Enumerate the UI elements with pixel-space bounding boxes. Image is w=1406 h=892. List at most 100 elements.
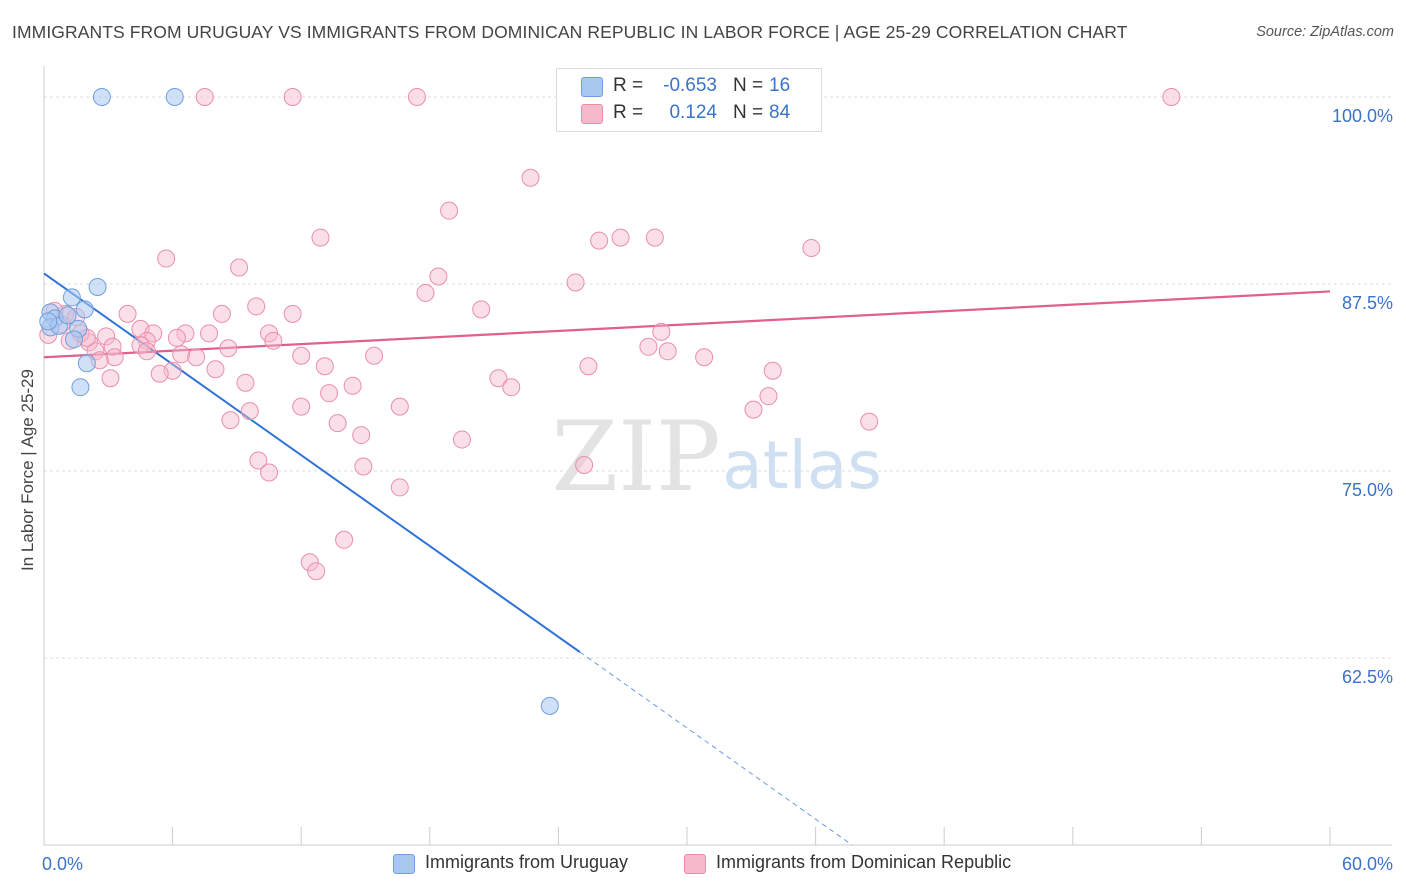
data-point-dominican-republic bbox=[307, 562, 326, 581]
data-point-dominican-republic bbox=[97, 327, 116, 346]
data-point-dominican-republic bbox=[315, 357, 334, 376]
data-point-dominican-republic bbox=[172, 345, 191, 364]
source-label: Source: ZipAtlas.com bbox=[1256, 24, 1394, 40]
series-legend-swatch-uruguay bbox=[393, 854, 415, 874]
data-point-dominican-republic bbox=[292, 397, 311, 416]
y-axis-title: In Labor Force | Age 25-29 bbox=[18, 369, 37, 571]
legend-row-uruguay: R = -0.653 N = 16 bbox=[557, 74, 821, 100]
data-point-dominican-republic bbox=[352, 426, 371, 445]
data-point-dominican-republic bbox=[502, 378, 521, 397]
trend-line-uruguay-extension bbox=[579, 651, 853, 846]
data-point-dominican-republic bbox=[860, 412, 879, 431]
data-point-dominican-republic bbox=[335, 530, 354, 549]
data-point-dominican-republic bbox=[489, 369, 508, 388]
data-point-uruguay bbox=[540, 696, 559, 715]
data-point-dominican-republic bbox=[300, 553, 319, 572]
data-point-dominican-republic bbox=[311, 228, 330, 247]
data-point-dominican-republic bbox=[137, 342, 156, 361]
series-legend: Immigrants from Uruguay Immigrants from … bbox=[0, 852, 1406, 878]
data-point-dominican-republic bbox=[101, 369, 120, 388]
data-point-dominican-republic bbox=[343, 376, 362, 395]
data-point-uruguay bbox=[71, 378, 90, 397]
data-point-uruguay bbox=[62, 288, 81, 307]
legend-r-label: R = bbox=[613, 75, 644, 96]
data-point-uruguay bbox=[92, 87, 111, 106]
y-tick-label: 87.5% bbox=[1342, 293, 1393, 313]
data-point-dominican-republic bbox=[221, 411, 240, 430]
series-legend-label-dominican-republic: Immigrants from Dominican Republic bbox=[716, 852, 1012, 872]
legend-n-value: 16 bbox=[769, 75, 791, 96]
data-point-dominican-republic bbox=[200, 324, 219, 343]
data-point-dominican-republic bbox=[452, 430, 471, 449]
data-point-dominican-republic bbox=[264, 331, 283, 350]
data-point-dominican-republic bbox=[759, 387, 778, 406]
data-point-dominican-republic bbox=[590, 231, 609, 250]
data-point-dominican-republic bbox=[219, 339, 238, 358]
data-point-dominican-republic bbox=[240, 402, 259, 421]
legend-r-value: -0.653 bbox=[663, 75, 717, 96]
data-point-dominican-republic bbox=[150, 364, 169, 383]
legend-swatch-uruguay bbox=[581, 77, 603, 97]
data-point-dominican-republic bbox=[407, 87, 426, 106]
data-point-uruguay bbox=[58, 306, 77, 325]
series-legend-swatch-dominican-republic bbox=[684, 854, 706, 874]
data-point-dominican-republic bbox=[247, 297, 266, 316]
data-point-dominican-republic bbox=[652, 322, 671, 341]
data-point-dominican-republic bbox=[187, 348, 206, 367]
data-point-dominican-republic bbox=[144, 324, 163, 343]
legend-r-value: 0.124 bbox=[669, 102, 717, 123]
legend-n-label: N = bbox=[733, 75, 764, 96]
data-point-dominican-republic bbox=[118, 304, 137, 323]
data-point-dominican-republic bbox=[195, 87, 214, 106]
y-tick-label: 75.0% bbox=[1342, 480, 1393, 500]
data-point-dominican-republic bbox=[1162, 87, 1181, 106]
data-point-dominican-republic bbox=[105, 348, 124, 367]
data-point-dominican-republic bbox=[566, 273, 585, 292]
x-tick-label: 0.0% bbox=[42, 854, 83, 874]
data-point-dominican-republic bbox=[249, 451, 268, 470]
data-point-dominican-republic bbox=[695, 348, 714, 367]
data-point-dominican-republic bbox=[802, 239, 821, 258]
data-point-dominican-republic bbox=[390, 397, 409, 416]
legend-swatch-dominican-republic bbox=[581, 104, 603, 124]
chart-title: IMMIGRANTS FROM URUGUAY VS IMMIGRANTS FR… bbox=[12, 22, 1128, 42]
correlation-legend: R = -0.653 N = 16 R = 0.124 N = 84 bbox=[556, 68, 822, 132]
data-point-dominican-republic bbox=[440, 201, 459, 220]
data-point-dominican-republic bbox=[320, 384, 339, 403]
y-tick-label: 62.5% bbox=[1342, 667, 1393, 687]
data-point-dominican-republic bbox=[645, 228, 664, 247]
data-point-dominican-republic bbox=[639, 337, 658, 356]
grid-lines bbox=[44, 96, 1392, 659]
y-tick-label: 100.0% bbox=[1332, 106, 1393, 126]
data-point-uruguay bbox=[88, 277, 107, 296]
data-point-dominican-republic bbox=[212, 304, 231, 323]
tick-labels: 62.5% 75.0% 87.5% 100.0% 0.0% 60.0% bbox=[42, 106, 1393, 874]
data-point-dominican-republic bbox=[283, 304, 302, 323]
data-point-dominican-republic bbox=[167, 328, 186, 347]
data-point-dominican-republic bbox=[230, 258, 249, 277]
data-point-dominican-republic bbox=[283, 87, 302, 106]
data-point-dominican-republic bbox=[157, 249, 176, 268]
data-point-dominican-republic bbox=[744, 400, 763, 419]
series-legend-label-uruguay: Immigrants from Uruguay bbox=[425, 852, 629, 872]
data-point-uruguay bbox=[75, 300, 94, 319]
data-point-dominican-republic bbox=[176, 324, 195, 343]
data-point-dominican-republic bbox=[328, 414, 347, 433]
trend-line-dominican-republic bbox=[43, 290, 1331, 359]
data-point-dominican-republic bbox=[763, 361, 782, 380]
data-point-dominican-republic bbox=[521, 168, 540, 187]
data-point-dominican-republic bbox=[429, 267, 448, 286]
legend-n-value: 84 bbox=[769, 102, 791, 123]
x-tick-label: 60.0% bbox=[1342, 854, 1393, 874]
trend-line-uruguay bbox=[43, 272, 581, 653]
data-point-dominican-republic bbox=[579, 357, 598, 376]
data-point-uruguay bbox=[165, 87, 184, 106]
data-point-uruguay bbox=[65, 330, 84, 349]
data-point-dominican-republic bbox=[390, 478, 409, 497]
data-point-dominican-republic bbox=[658, 342, 677, 361]
data-point-dominican-republic bbox=[611, 228, 630, 247]
legend-row-dominican-republic: R = 0.124 N = 84 bbox=[557, 101, 821, 127]
data-point-dominican-republic bbox=[260, 463, 279, 482]
legend-r-label: R = bbox=[613, 102, 644, 123]
